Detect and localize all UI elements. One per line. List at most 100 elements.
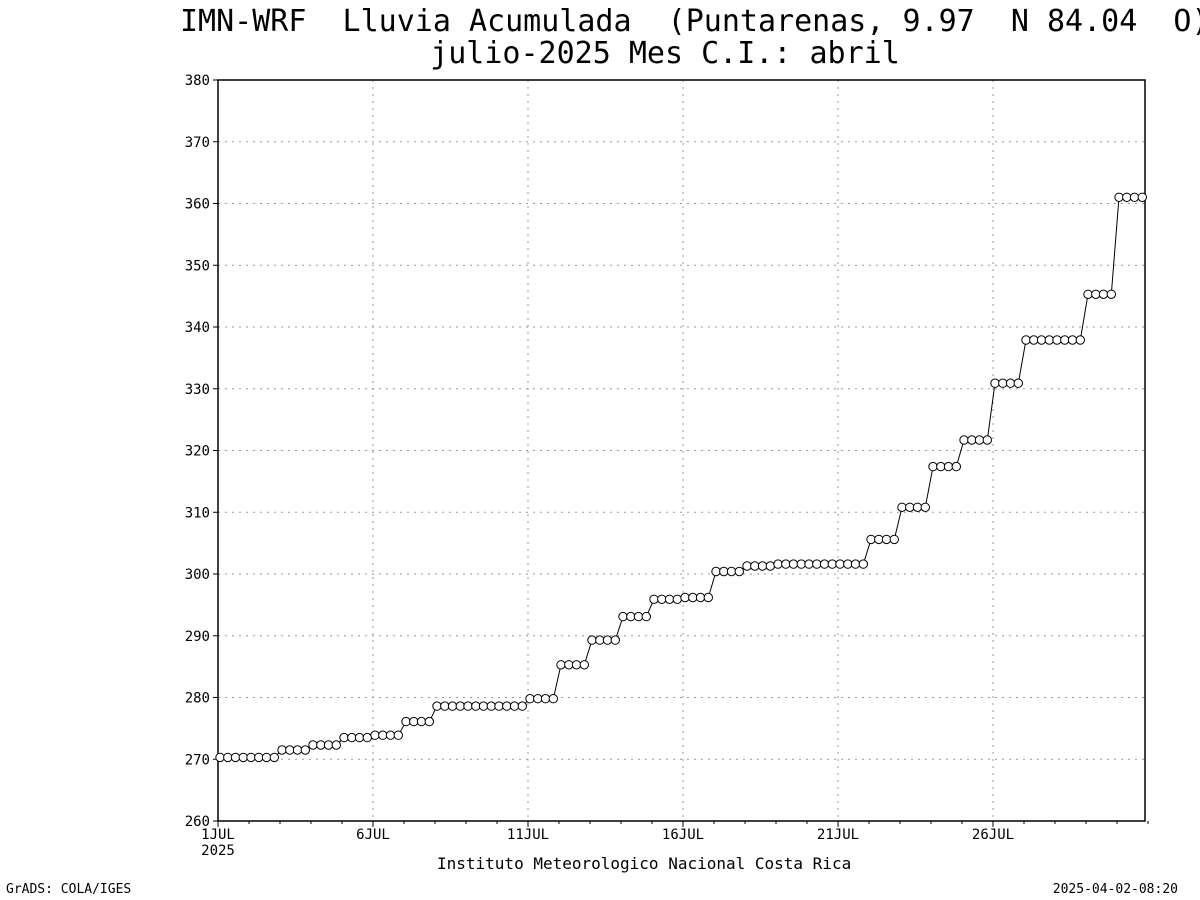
data-point <box>1122 192 1132 203</box>
data-point <box>238 752 249 763</box>
data-point <box>1106 289 1117 299</box>
x-tick-label: 11JUL <box>507 827 549 843</box>
data-point <box>339 732 349 743</box>
data-point <box>649 594 659 604</box>
data-point <box>850 559 861 569</box>
data-point <box>1114 192 1124 203</box>
data-point <box>734 566 744 577</box>
x-tick-label: 6JUL <box>356 827 390 843</box>
data-point <box>943 461 954 472</box>
data-point <box>571 660 582 670</box>
data-point <box>827 559 837 569</box>
data-point <box>316 740 326 750</box>
data-point <box>633 611 644 622</box>
data-point <box>835 559 845 569</box>
y-tick-label: 310 <box>185 505 210 521</box>
data-point <box>478 701 489 711</box>
data-point <box>742 561 752 571</box>
plot-frame <box>217 79 1146 822</box>
data-point <box>517 701 527 711</box>
data-point <box>595 635 605 645</box>
data-point <box>471 701 481 711</box>
data-point <box>1005 378 1016 388</box>
data-point <box>881 534 892 545</box>
x-tick-label: 16JUL <box>662 827 704 843</box>
data-point <box>664 594 675 604</box>
data-point <box>323 740 334 750</box>
data-point <box>602 635 613 645</box>
x-tick-label: 21JUL <box>817 827 859 843</box>
data-point <box>626 611 636 622</box>
data-point <box>812 559 822 569</box>
data-point <box>796 559 806 569</box>
data-point <box>719 566 729 577</box>
y-tick-label: 340 <box>185 320 210 336</box>
data-point <box>1060 335 1070 345</box>
series-line <box>220 196 1143 758</box>
data-point <box>1029 335 1039 345</box>
data-point <box>781 559 791 569</box>
data-point <box>889 534 899 545</box>
data-point <box>610 635 620 645</box>
axes: 260 270 280 290 300 310 320 330 340 350 360 370 380 1… <box>185 73 1149 859</box>
data-point <box>525 694 535 704</box>
data-point <box>540 694 551 704</box>
institution-label: Instituto Meteorologico Nacional Costa R… <box>437 854 852 873</box>
data-point <box>300 745 310 755</box>
data-point <box>1129 192 1140 203</box>
chart-title: IMN-WRF Lluvia Acumulada (Puntarenas, 9.… <box>180 4 1200 39</box>
data-point <box>897 502 907 512</box>
y-tick-label: 260 <box>185 814 210 830</box>
data-point <box>912 502 923 512</box>
data-point <box>254 752 264 763</box>
data-point <box>672 594 682 604</box>
data-point <box>788 559 799 569</box>
data-point <box>1098 289 1109 299</box>
x-year-label: 2025 <box>201 843 235 859</box>
data-point <box>711 566 721 577</box>
data-point <box>936 461 946 472</box>
data-point <box>409 716 419 727</box>
data-point <box>726 566 737 577</box>
series-accumulated-rain <box>215 192 1148 763</box>
data-point <box>695 592 706 603</box>
data-point <box>393 730 403 740</box>
data-point <box>680 592 690 603</box>
data-point <box>424 716 434 727</box>
data-point <box>874 534 884 545</box>
data-point <box>750 561 760 571</box>
y-tick-label: 330 <box>185 382 210 398</box>
y-tick-label: 370 <box>185 135 210 151</box>
data-point <box>447 701 458 711</box>
data-point <box>819 559 830 569</box>
data-point <box>215 752 225 763</box>
data-point <box>486 701 496 711</box>
data-point <box>587 635 597 645</box>
data-point <box>688 592 698 603</box>
data-point <box>432 701 442 711</box>
data-point <box>347 732 357 743</box>
data-point <box>416 716 427 727</box>
data-point <box>951 461 961 472</box>
data-point <box>998 378 1008 388</box>
data-point <box>494 701 504 711</box>
y-tick-label: 290 <box>185 629 210 645</box>
data-point <box>261 752 272 763</box>
data-point <box>1013 378 1023 388</box>
data-point <box>967 435 977 445</box>
data-point <box>1036 335 1047 345</box>
data-point <box>1083 289 1093 299</box>
data-point <box>982 435 992 445</box>
data-point <box>370 730 380 740</box>
data-point <box>292 745 303 755</box>
y-tick-label: 280 <box>185 691 210 707</box>
data-point <box>269 752 279 763</box>
data-point <box>974 435 985 445</box>
data-point <box>354 732 365 743</box>
data-point <box>556 660 566 670</box>
data-point <box>657 594 667 604</box>
timestamp: 2025-04-02-08:20 <box>1052 882 1178 897</box>
data-point <box>440 701 450 711</box>
data-point <box>866 534 876 545</box>
